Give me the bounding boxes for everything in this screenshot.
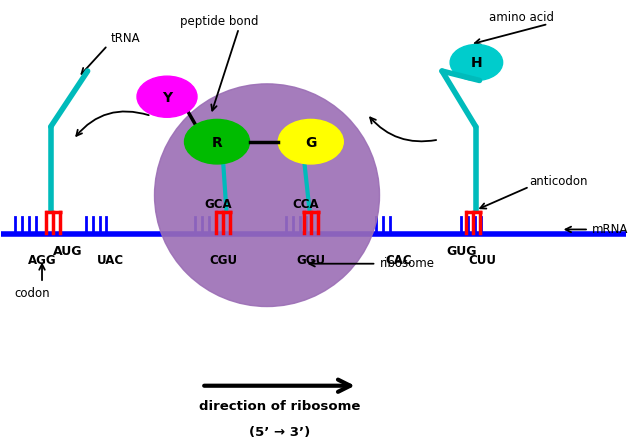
Text: mRNA: mRNA xyxy=(592,222,628,235)
Text: (5’ → 3’): (5’ → 3’) xyxy=(249,425,310,438)
Text: amino acid: amino acid xyxy=(489,11,554,24)
Circle shape xyxy=(278,120,343,165)
Text: codon: codon xyxy=(14,286,50,299)
Text: CAC: CAC xyxy=(385,254,412,266)
Circle shape xyxy=(137,77,197,118)
Text: G: G xyxy=(305,135,317,149)
Text: UAC: UAC xyxy=(97,254,124,266)
Text: GCA: GCA xyxy=(204,198,232,211)
Circle shape xyxy=(185,120,250,165)
Text: tRNA: tRNA xyxy=(111,32,140,45)
Circle shape xyxy=(450,46,503,81)
Text: AGG: AGG xyxy=(27,254,56,266)
Text: peptide bond: peptide bond xyxy=(180,15,258,28)
Text: GUG: GUG xyxy=(447,245,477,258)
Text: anticodon: anticodon xyxy=(529,175,588,188)
Ellipse shape xyxy=(155,85,380,307)
Text: direction of ribosome: direction of ribosome xyxy=(199,399,360,412)
Text: CCA: CCA xyxy=(292,198,319,211)
Text: ribosome: ribosome xyxy=(380,256,434,269)
Text: CGU: CGU xyxy=(209,254,238,266)
Text: R: R xyxy=(211,135,222,149)
Text: Y: Y xyxy=(162,91,172,105)
Text: H: H xyxy=(471,57,482,71)
Text: CUU: CUU xyxy=(469,254,497,266)
Text: GGU: GGU xyxy=(296,254,326,266)
Text: AUG: AUG xyxy=(53,245,82,258)
